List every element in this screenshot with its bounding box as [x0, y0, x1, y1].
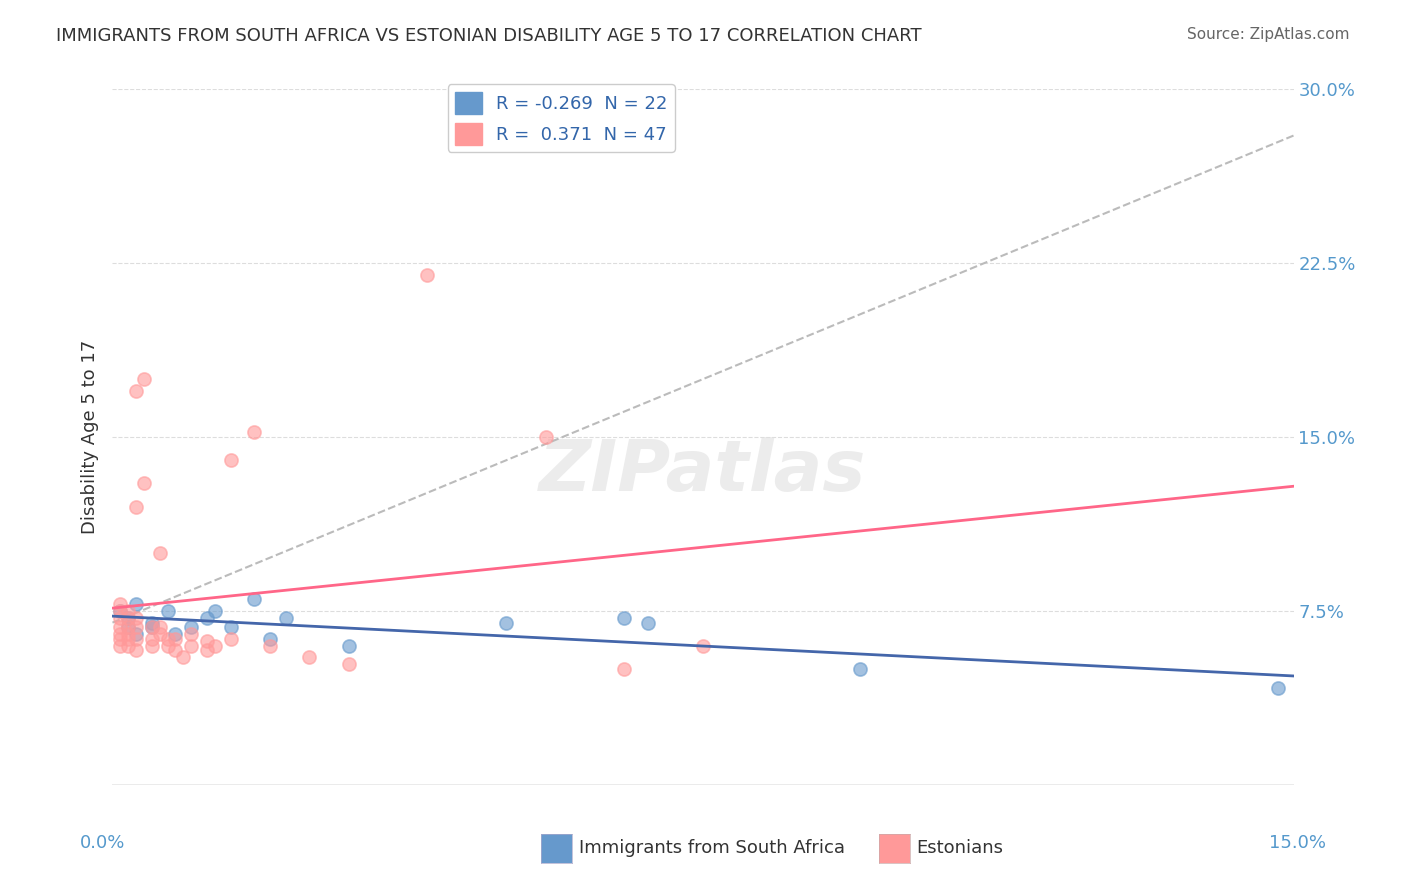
Point — [110, 639, 132, 653]
Point — [125, 627, 148, 641]
Point — [172, 650, 194, 665]
Text: Source: ZipAtlas.com: Source: ZipAtlas.com — [1187, 27, 1350, 42]
Point — [195, 643, 218, 657]
Point — [141, 615, 163, 630]
Point — [125, 384, 148, 398]
Point — [849, 662, 872, 676]
Point — [613, 662, 636, 676]
Point — [149, 546, 172, 560]
Point — [110, 620, 132, 634]
Point — [117, 639, 139, 653]
Point — [156, 604, 179, 618]
Point — [637, 615, 659, 630]
Point — [259, 632, 281, 646]
Point — [416, 268, 439, 282]
Point — [243, 592, 266, 607]
Point — [141, 639, 163, 653]
Text: Estonians: Estonians — [917, 839, 1004, 857]
Point — [125, 597, 148, 611]
Point — [219, 632, 242, 646]
Point — [141, 620, 163, 634]
Point — [298, 650, 321, 665]
Point — [165, 632, 187, 646]
Point — [110, 597, 132, 611]
Point — [204, 604, 226, 618]
Point — [117, 632, 139, 646]
Point — [141, 620, 163, 634]
Point — [337, 657, 360, 672]
Point — [117, 620, 139, 634]
Point — [132, 476, 155, 491]
Text: 0.0%: 0.0% — [80, 834, 125, 852]
Point — [110, 627, 132, 641]
Point — [117, 604, 139, 618]
Point — [219, 620, 242, 634]
Point — [125, 620, 148, 634]
Point — [125, 643, 148, 657]
Point — [125, 632, 148, 646]
Point — [165, 643, 187, 657]
Point — [125, 500, 148, 514]
Point — [243, 425, 266, 440]
Text: IMMIGRANTS FROM SOUTH AFRICA VS ESTONIAN DISABILITY AGE 5 TO 17 CORRELATION CHAR: IMMIGRANTS FROM SOUTH AFRICA VS ESTONIAN… — [56, 27, 922, 45]
Point — [110, 604, 132, 618]
Point — [274, 611, 297, 625]
Point — [110, 604, 132, 618]
Point — [110, 611, 132, 625]
Point — [613, 611, 636, 625]
Point — [180, 627, 202, 641]
Point — [117, 620, 139, 634]
Point — [259, 639, 281, 653]
Point — [149, 627, 172, 641]
Point — [117, 627, 139, 641]
Point — [180, 620, 202, 634]
Text: Immigrants from South Africa: Immigrants from South Africa — [579, 839, 845, 857]
Point — [219, 453, 242, 467]
Point — [337, 639, 360, 653]
Point — [156, 639, 179, 653]
Point — [204, 639, 226, 653]
Point — [156, 632, 179, 646]
Point — [180, 639, 202, 653]
Point — [132, 372, 155, 386]
Point — [149, 620, 172, 634]
Point — [125, 611, 148, 625]
Point — [1267, 681, 1289, 695]
Point — [534, 430, 557, 444]
Text: ZIPatlas: ZIPatlas — [540, 437, 866, 507]
Point — [141, 632, 163, 646]
Text: 15.0%: 15.0% — [1268, 834, 1326, 852]
Point — [692, 639, 714, 653]
Point — [117, 611, 139, 625]
Legend: R = -0.269  N = 22, R =  0.371  N = 47: R = -0.269 N = 22, R = 0.371 N = 47 — [447, 85, 675, 152]
Point — [165, 627, 187, 641]
Y-axis label: Disability Age 5 to 17: Disability Age 5 to 17 — [80, 340, 98, 534]
Point — [495, 615, 517, 630]
Point — [117, 611, 139, 625]
Point — [195, 634, 218, 648]
Point — [110, 632, 132, 646]
Point — [195, 611, 218, 625]
